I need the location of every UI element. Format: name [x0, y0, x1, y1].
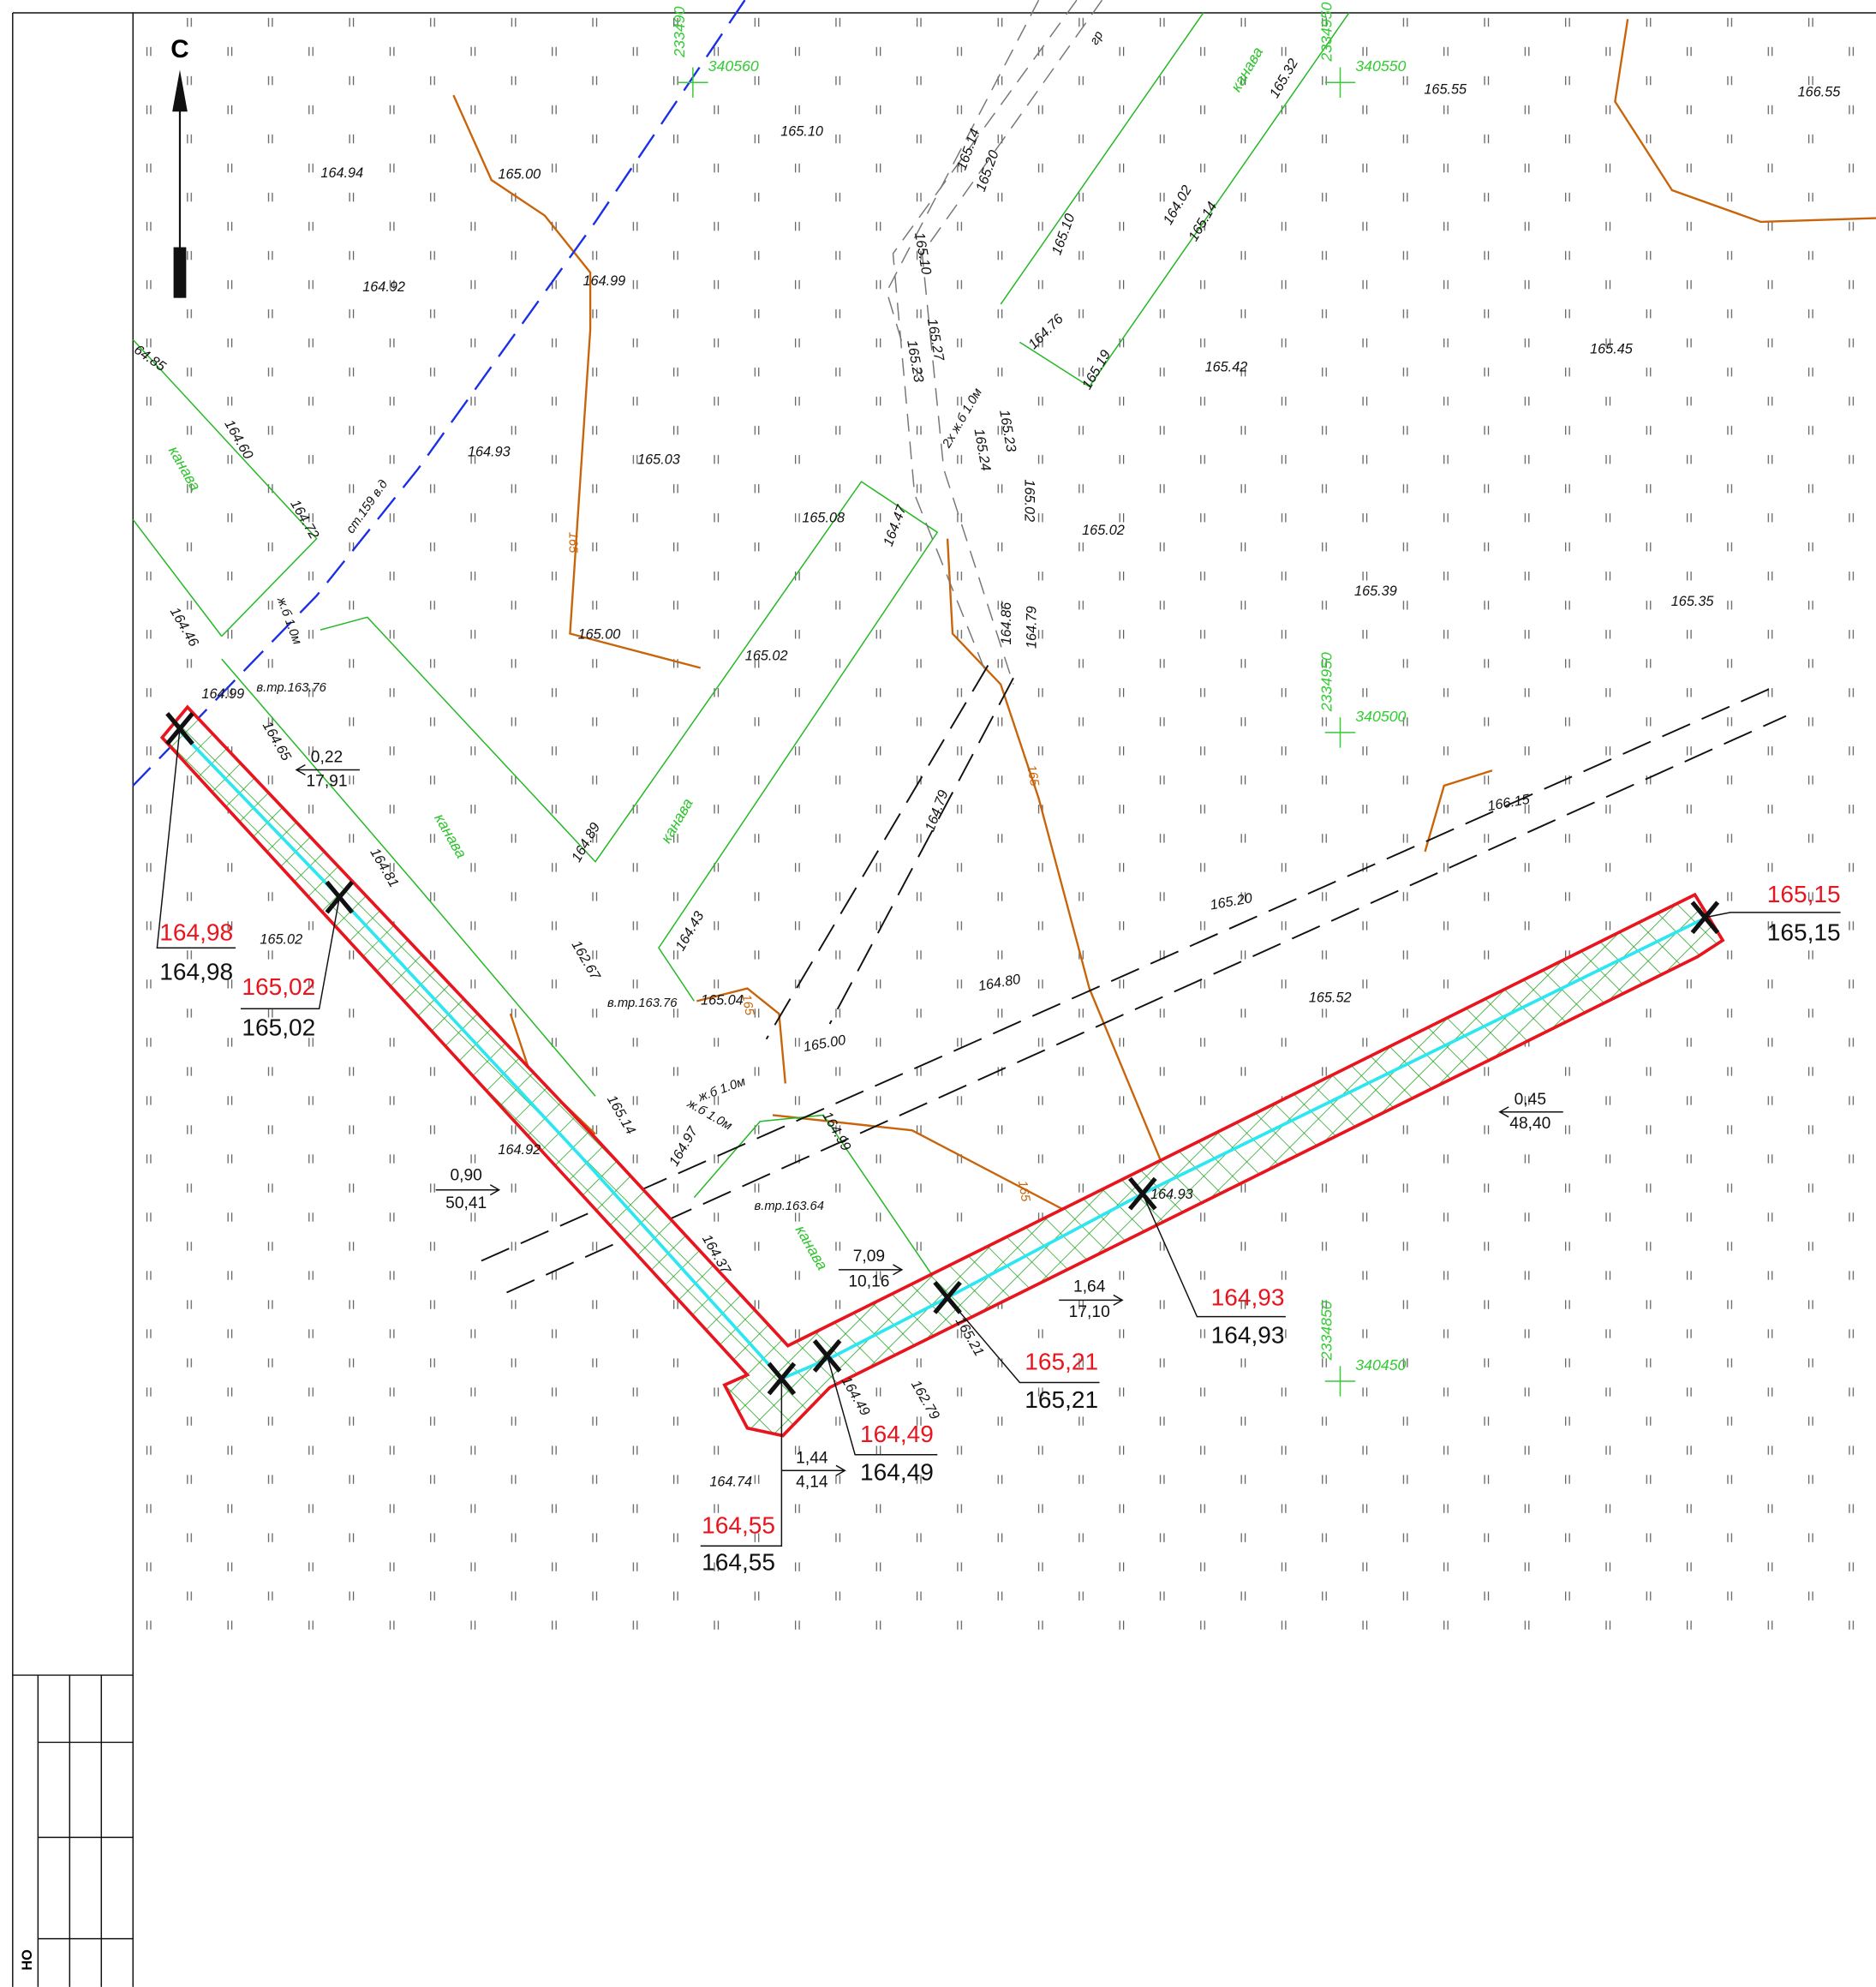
north-label: С: [170, 35, 188, 63]
slope-value: 1,44: [796, 1449, 828, 1467]
segment-length: 50,41: [445, 1194, 487, 1212]
grade-label: 165.00: [498, 167, 541, 183]
culverts: [481, 665, 1787, 1294]
segment-length: 48,40: [1509, 1115, 1550, 1133]
grade-label: 164.99: [583, 273, 626, 289]
grade-label: 166.55: [1798, 84, 1842, 99]
grade-label: 165.02: [1021, 479, 1037, 522]
slope-arrow-head: [295, 763, 306, 776]
grade-label: 164.99: [201, 686, 244, 702]
pipe-label: гр: [1088, 29, 1107, 47]
grade-label: 164.86: [999, 601, 1014, 645]
pipe-label: в.тр.163.76: [256, 681, 326, 695]
trench-axis: [176, 727, 1705, 1381]
slope-value: 1,64: [1073, 1278, 1106, 1296]
grass-field: [133, 12, 1876, 1648]
slope-value: 7,09: [853, 1248, 885, 1266]
grid-northing: 2334850: [1317, 1301, 1335, 1361]
grid-northing: 2334950: [1317, 2, 1335, 62]
x-mark: [1690, 901, 1720, 935]
x-mark: [933, 1280, 962, 1314]
grade-label: 165.02: [260, 932, 302, 948]
slope-arrow-head: [1498, 1106, 1509, 1118]
design-elevation: 165,21: [1025, 1349, 1098, 1375]
grid-easting: 340550: [1355, 57, 1406, 75]
grade-label: 165.10: [780, 123, 823, 139]
existing-elevation: 165,02: [242, 1014, 315, 1040]
slope-arrow-head: [835, 1464, 846, 1476]
grade-label: 164.93: [468, 444, 511, 459]
contour-label: 165: [565, 532, 579, 554]
slope-value: 0,90: [450, 1167, 481, 1185]
design-elevation: 164,93: [1211, 1284, 1285, 1310]
x-mark: [767, 1362, 797, 1396]
grade-label: 165.04: [701, 993, 744, 1008]
frame: [12, 12, 1876, 1987]
grid-easting: 340560: [708, 57, 759, 75]
existing-elevation: 165,15: [1767, 919, 1841, 945]
existing-elevation: 164,49: [860, 1458, 934, 1485]
contour-label: 165: [1024, 764, 1041, 788]
x-marks: [165, 712, 1720, 1396]
x-mark: [812, 1339, 842, 1373]
leaders: [156, 728, 1841, 1547]
existing-elevation: 164,55: [702, 1548, 775, 1575]
slope-value: 0,22: [311, 749, 343, 767]
segment-length: 17,10: [1069, 1303, 1110, 1321]
grade-label: 165.55: [1424, 81, 1467, 97]
stamp-label: НО: [20, 1949, 35, 1970]
grade-label: 165.35: [1671, 594, 1715, 609]
existing-elevation: 164,98: [159, 958, 233, 985]
grid-easting: 340500: [1355, 708, 1406, 725]
ditches: [132, 12, 1350, 1274]
slope-arrow-head: [893, 1264, 904, 1276]
grade-label: 164.94: [320, 165, 363, 181]
slope-arrow-head: [489, 1184, 501, 1196]
segment-length: 17,91: [306, 773, 347, 791]
drain: [886, 0, 1103, 685]
pipe-label: в.тр.163.64: [755, 1200, 824, 1213]
x-mark: [1128, 1176, 1157, 1211]
grade-label: 165.52: [1309, 991, 1352, 1006]
grade-label: 165.03: [637, 452, 680, 467]
pipe-label: в.тр.163.76: [607, 996, 678, 1010]
x-mark: [165, 712, 194, 745]
grade-label: 164.93: [1150, 1187, 1193, 1202]
contour-label: 165: [739, 993, 756, 1017]
north-arrow: [172, 69, 188, 298]
grade-label: 164.74: [709, 1475, 752, 1490]
x-mark: [325, 880, 355, 914]
grade-label: 165.42: [1205, 359, 1248, 374]
grade-label: 165.39: [1354, 584, 1397, 599]
slope-arrow-head: [1113, 1294, 1124, 1306]
design-elevation: 164,98: [159, 919, 233, 945]
design-elevation: 164,49: [860, 1421, 934, 1447]
grade-label: 165.45: [1590, 342, 1634, 357]
grade-label: 165.08: [802, 510, 845, 525]
grade-label: 165.02: [745, 648, 788, 663]
segment-length: 4,14: [796, 1473, 828, 1491]
grade-label: 165.00: [578, 626, 621, 642]
grade-label: 165.02: [1082, 523, 1125, 538]
design-elevation: 164,55: [702, 1511, 775, 1538]
grid-northing: 2334950: [1317, 652, 1335, 712]
design-elevation: 165,15: [1767, 881, 1841, 907]
contour-label: 165: [1015, 1180, 1032, 1204]
grid-northing: 233490: [671, 6, 688, 57]
grade-label: 164.92: [362, 279, 405, 295]
water-pipe: [132, 0, 746, 787]
grade-label: 164.92: [498, 1142, 541, 1158]
slope-value: 0,45: [1515, 1091, 1546, 1109]
design-elevation: 165,02: [242, 973, 315, 1000]
existing-elevation: 164,93: [1211, 1322, 1285, 1349]
grid-easting: 340450: [1355, 1356, 1406, 1374]
existing-elevation: 165,21: [1025, 1386, 1098, 1413]
grade-label: 164.79: [1024, 606, 1039, 649]
segment-length: 10,16: [848, 1273, 889, 1291]
